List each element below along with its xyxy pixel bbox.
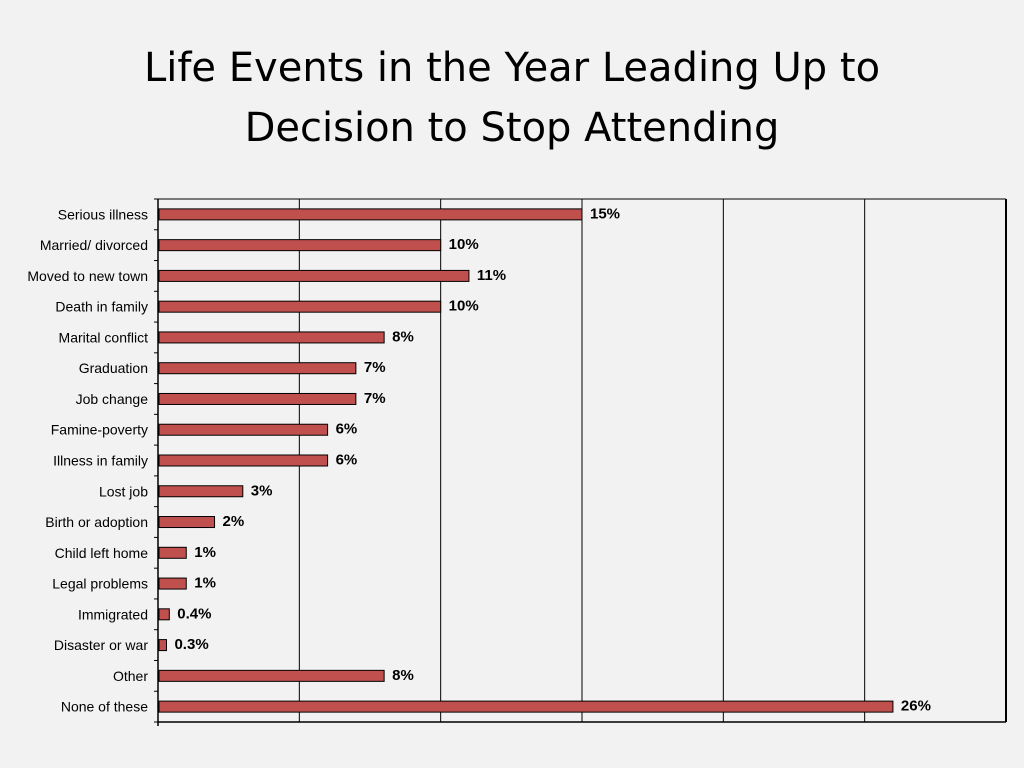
category-label: Married/ divorced [40,237,148,253]
value-label: 1% [194,575,216,592]
category-label: Marital conflict [59,329,149,345]
category-label: Legal problems [52,576,148,592]
bar [158,608,170,621]
value-label: 6% [336,421,358,438]
bar [158,300,442,313]
value-labels: 15% 10% 11% 10% 8% 7% 7% 6% 6% 3% 2% 1% 1% 0.4% 0.3% 8%… [174,205,930,714]
category-label: Illness in family [53,453,148,469]
bar [158,269,470,282]
bar [158,700,894,713]
category-label: Job change [76,391,149,407]
category-label: Moved to new town [27,268,148,284]
y-axis [154,198,159,726]
value-label: 8% [392,328,414,345]
value-label: 6% [336,452,358,469]
value-label: 1% [194,544,216,561]
bar [158,485,244,498]
bar [158,516,216,529]
value-label: 11% [477,267,506,284]
title-line-2: Decision to Stop Attending [244,105,780,151]
value-label: 0.4% [177,605,211,622]
bar [158,331,385,344]
category-label: Other [113,668,148,684]
category-label: Graduation [79,360,148,376]
category-labels: Serious illness Married/ divorced Moved to… [27,206,148,714]
category-label: Death in family [55,299,148,315]
bar [158,546,187,559]
bar [158,239,442,252]
category-label: Child left home [55,545,149,561]
category-label: Birth or adoption [45,514,148,530]
value-label: 8% [392,667,414,684]
title-line-1: Life Events in the Year Leading Up to [143,45,881,91]
slide-title: Life Events in the Year Leading Up to De… [0,38,1024,158]
bar [158,208,583,221]
bars [158,208,894,713]
category-label: Serious illness [58,206,148,222]
bar [158,423,329,436]
value-label: 3% [251,482,273,499]
value-label: 10% [449,298,479,315]
category-label: None of these [61,699,148,715]
category-label: Immigrated [78,606,148,622]
value-label: 2% [223,513,245,530]
bar [158,669,385,682]
value-label: 0.3% [174,636,208,653]
value-label: 26% [901,698,931,715]
gridlines [158,198,1007,723]
value-label: 7% [364,390,386,407]
bar [158,392,357,405]
value-label: 10% [449,236,479,253]
bar [158,362,357,375]
value-label: 15% [590,205,620,222]
bar [158,454,329,467]
category-label: Lost job [99,483,148,499]
category-label: Famine-poverty [51,422,148,438]
bar [158,577,187,590]
category-label: Disaster or war [54,637,148,653]
bar [158,639,167,652]
value-label: 7% [364,359,386,376]
